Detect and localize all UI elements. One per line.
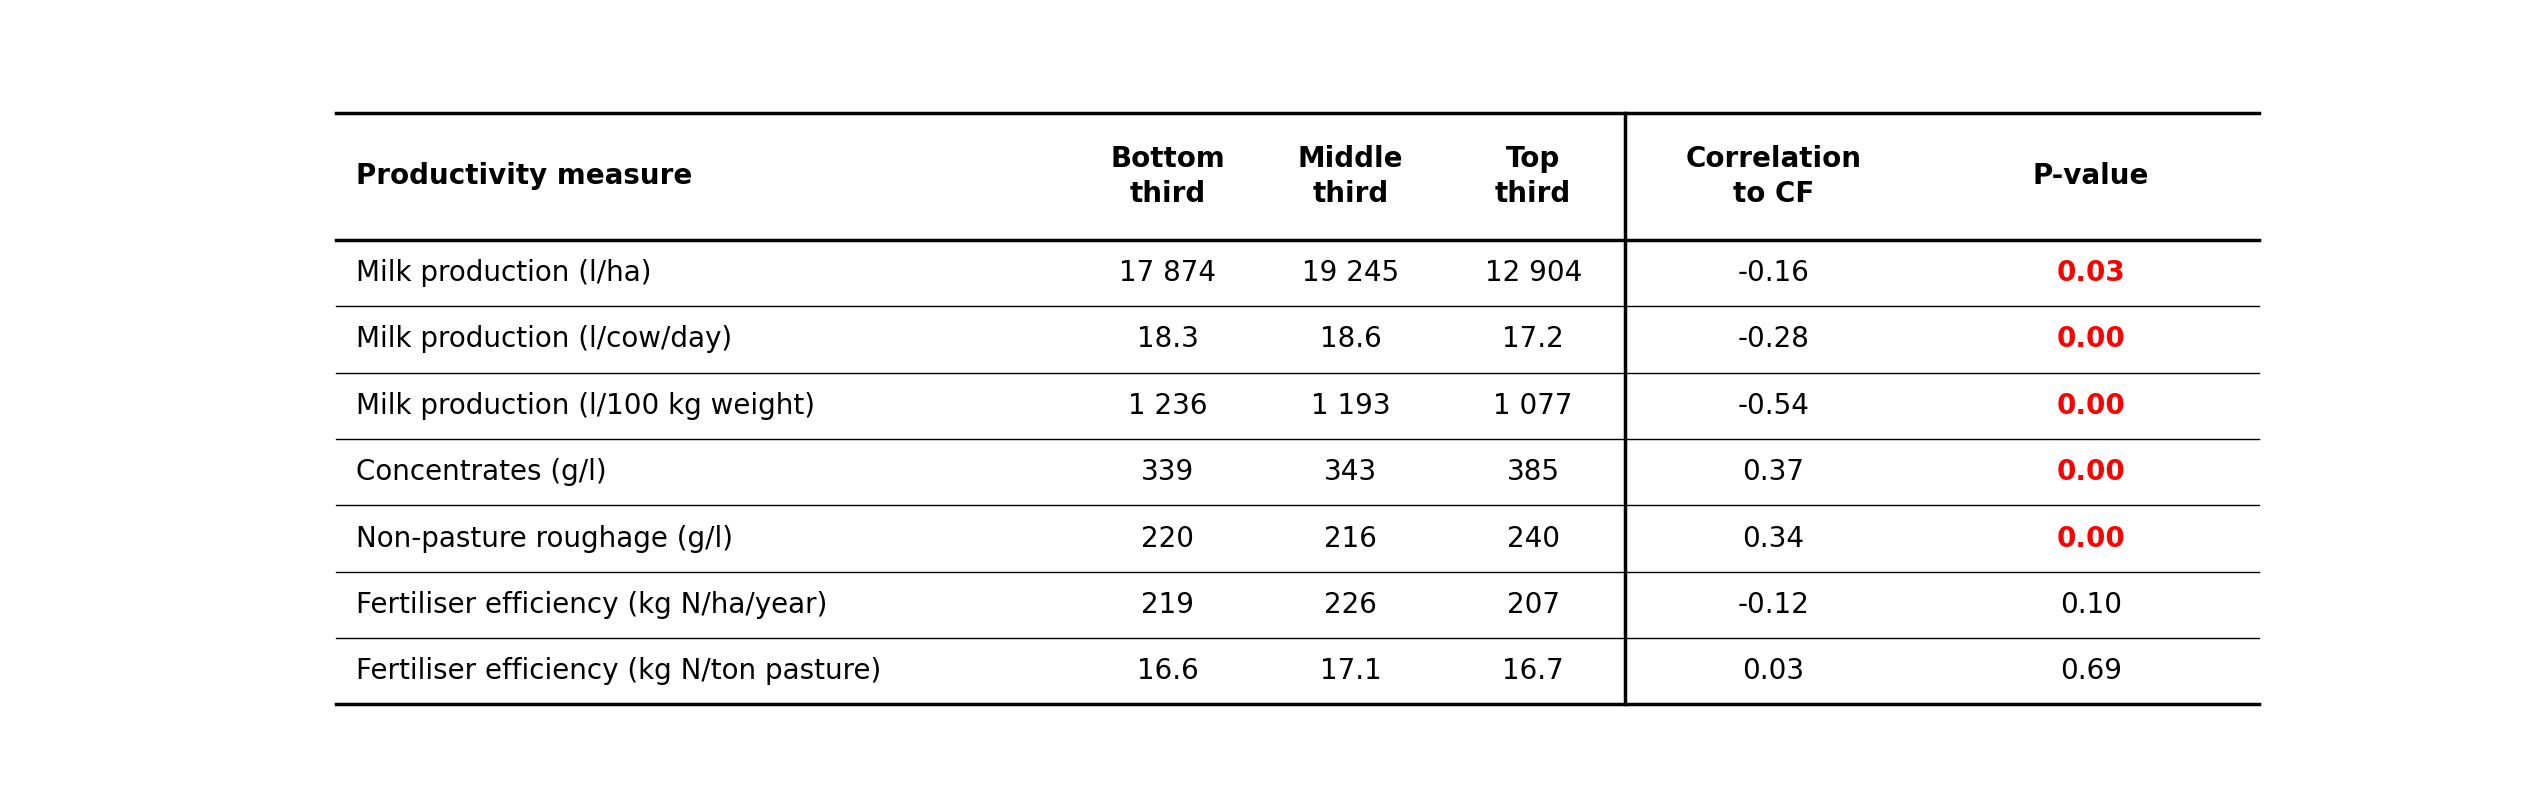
Text: 219: 219 (1142, 591, 1195, 619)
Text: 0.03: 0.03 (1742, 657, 1805, 685)
Text: -0.28: -0.28 (1737, 325, 1810, 354)
Text: 240: 240 (1507, 524, 1560, 553)
Text: Fertiliser efficiency (kg N/ton pasture): Fertiliser efficiency (kg N/ton pasture) (354, 657, 881, 685)
Text: 1 193: 1 193 (1312, 392, 1390, 420)
Text: Milk production (l/cow/day): Milk production (l/cow/day) (354, 325, 732, 354)
Text: -0.54: -0.54 (1737, 392, 1810, 420)
Text: 0.10: 0.10 (2061, 591, 2122, 619)
Text: 16.6: 16.6 (1137, 657, 1198, 685)
Text: 18.6: 18.6 (1319, 325, 1382, 354)
Text: 18.3: 18.3 (1137, 325, 1198, 354)
Text: 207: 207 (1507, 591, 1560, 619)
Text: 0.69: 0.69 (2061, 657, 2122, 685)
Text: 0.34: 0.34 (1742, 524, 1805, 553)
Text: 226: 226 (1324, 591, 1377, 619)
Text: 0.00: 0.00 (2056, 325, 2124, 354)
Text: 0.00: 0.00 (2056, 524, 2124, 553)
Text: 16.7: 16.7 (1501, 657, 1565, 685)
Text: Fertiliser efficiency (kg N/ha/year): Fertiliser efficiency (kg N/ha/year) (354, 591, 828, 619)
Text: 0.00: 0.00 (2056, 458, 2124, 486)
Text: 385: 385 (1507, 458, 1560, 486)
Text: 0.03: 0.03 (2056, 259, 2124, 287)
Text: 343: 343 (1324, 458, 1377, 486)
Text: Productivity measure: Productivity measure (354, 163, 691, 190)
Text: P-value: P-value (2033, 163, 2150, 190)
Text: 1 236: 1 236 (1129, 392, 1208, 420)
Text: 0.37: 0.37 (1742, 458, 1805, 486)
Text: 339: 339 (1142, 458, 1195, 486)
Text: 17 874: 17 874 (1119, 259, 1215, 287)
Text: -0.12: -0.12 (1737, 591, 1810, 619)
Text: -0.16: -0.16 (1737, 259, 1810, 287)
Text: Concentrates (g/l): Concentrates (g/l) (354, 458, 605, 486)
Text: 0.00: 0.00 (2056, 392, 2124, 420)
Text: Top
third: Top third (1494, 145, 1572, 208)
Text: 17.2: 17.2 (1501, 325, 1565, 354)
Text: 220: 220 (1142, 524, 1195, 553)
Text: Bottom
third: Bottom third (1112, 145, 1225, 208)
Text: 12 904: 12 904 (1484, 259, 1582, 287)
Text: Non-pasture roughage (g/l): Non-pasture roughage (g/l) (354, 524, 732, 553)
Text: 19 245: 19 245 (1301, 259, 1400, 287)
Text: 17.1: 17.1 (1319, 657, 1382, 685)
Text: Milk production (l/100 kg weight): Milk production (l/100 kg weight) (354, 392, 815, 420)
Text: Middle
third: Middle third (1299, 145, 1403, 208)
Text: Milk production (l/ha): Milk production (l/ha) (354, 259, 651, 287)
Text: 1 077: 1 077 (1494, 392, 1572, 420)
Text: Correlation
to CF: Correlation to CF (1686, 145, 1861, 208)
Text: 216: 216 (1324, 524, 1377, 553)
